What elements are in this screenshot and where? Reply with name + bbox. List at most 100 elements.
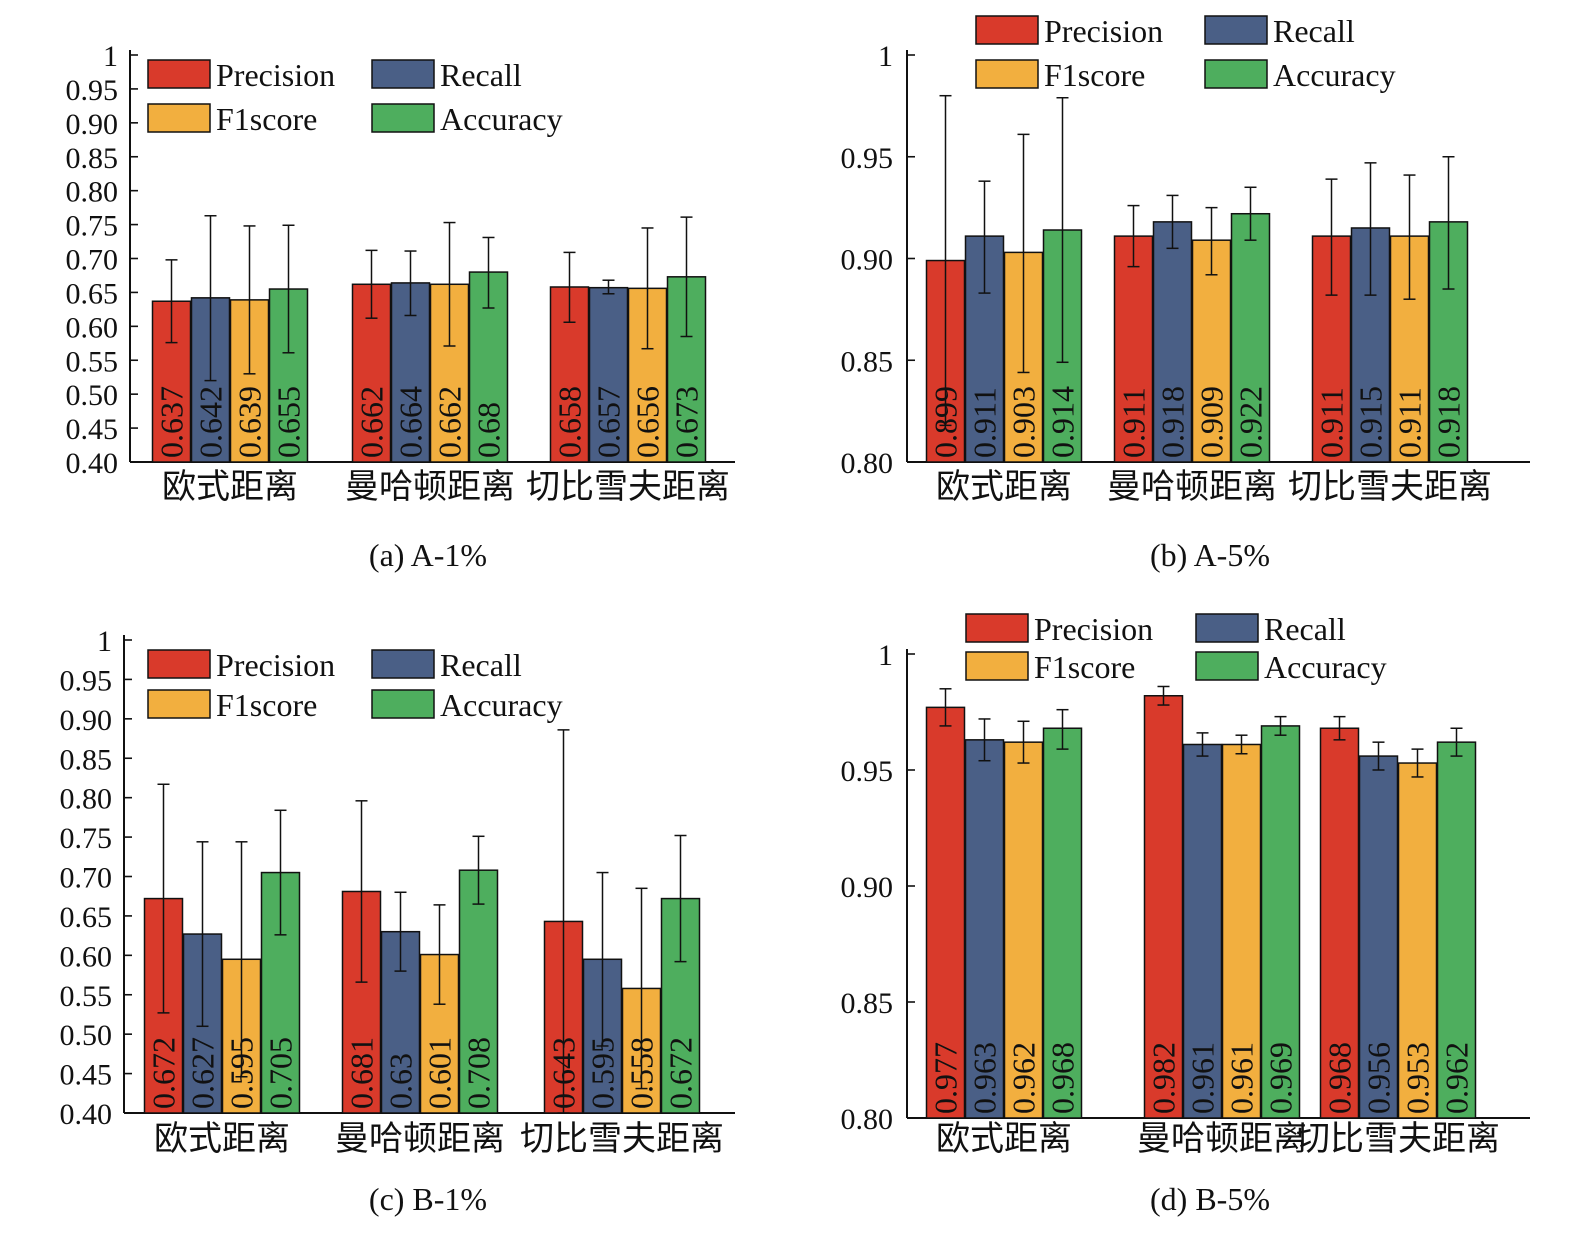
legend-label: Accuracy: [440, 687, 563, 723]
bar-recall: [588, 286, 629, 463]
y-tick-label: 0.75: [66, 210, 119, 243]
legend-label: Recall: [440, 647, 522, 683]
data-label: 0.914: [1045, 386, 1081, 458]
legend-label: Accuracy: [1264, 649, 1387, 685]
data-label: 0.982: [1146, 1042, 1182, 1114]
bar-recall: [1182, 743, 1223, 1119]
data-label: 0.662: [432, 386, 468, 458]
legend-label: Accuracy: [440, 101, 563, 137]
data-label: 0.655: [271, 386, 307, 458]
legend-swatch-recall: [1204, 15, 1268, 45]
y-tick-label: 0.60: [60, 940, 113, 973]
legend-swatch-f1score: [147, 103, 211, 133]
legend-swatch-precision: [147, 59, 211, 89]
data-label: 0.656: [630, 386, 666, 458]
legend-swatch-accuracy: [1195, 651, 1259, 681]
y-tick-label: 0.80: [66, 176, 119, 209]
legend-label: F1score: [216, 101, 317, 137]
legend-swatch-recall: [371, 649, 435, 679]
legend-swatch-recall: [371, 59, 435, 89]
data-label: 0.658: [552, 386, 588, 458]
y-tick-label: 0.80: [60, 783, 113, 816]
y-tick-label: 0.50: [66, 379, 119, 412]
x-tick-label: 曼哈顿距离: [1107, 468, 1277, 506]
data-label: 0.977: [928, 1042, 964, 1114]
y-tick-label: 1: [103, 40, 118, 73]
x-tick-label: 欧式距离: [936, 1120, 1072, 1158]
data-label: 0.909: [1194, 386, 1230, 458]
legend-swatch-f1score: [975, 59, 1039, 89]
legend-swatch-f1score: [147, 689, 211, 719]
x-tick-label: 曼哈顿距离: [1137, 1120, 1307, 1158]
data-label: 0.657: [591, 386, 627, 458]
data-label: 0.911: [967, 387, 1003, 458]
data-label: 0.63: [383, 1053, 419, 1109]
y-tick-label: 0.80: [841, 1103, 894, 1136]
bar-precision: [925, 706, 966, 1119]
data-label: 0.558: [624, 1037, 660, 1109]
legend-swatch-accuracy: [371, 103, 435, 133]
data-label: 0.639: [232, 386, 268, 458]
y-tick-label: 0.90: [841, 244, 894, 277]
y-tick-label: 0.50: [60, 1019, 113, 1052]
legend-swatch-recall: [1195, 613, 1259, 643]
legend-label: Precision: [216, 57, 335, 93]
data-label: 0.637: [154, 386, 190, 458]
data-label: 0.961: [1224, 1042, 1260, 1114]
bar-precision: [1319, 727, 1360, 1119]
data-label: 0.961: [1185, 1042, 1221, 1114]
x-tick-label: 曼哈顿距离: [335, 1120, 505, 1158]
legend-label: F1score: [1044, 57, 1145, 93]
data-label: 0.915: [1353, 386, 1389, 458]
x-tick-label: 欧式距离: [154, 1120, 290, 1158]
x-tick-label: 曼哈顿距离: [345, 468, 515, 506]
data-label: 0.918: [1431, 386, 1467, 458]
data-label: 0.68: [471, 402, 507, 458]
legend-swatch-precision: [147, 649, 211, 679]
x-tick-label: 欧式距离: [936, 468, 1072, 506]
legend-swatch-accuracy: [371, 689, 435, 719]
y-tick-label: 0.90: [66, 108, 119, 141]
y-tick-label: 0.85: [841, 345, 894, 378]
y-tick-label: 0.95: [60, 664, 113, 697]
y-tick-label: 1: [878, 639, 893, 672]
data-label: 0.672: [146, 1037, 182, 1109]
legend-label: Accuracy: [1273, 57, 1396, 93]
chart-panel-a: 0.400.450.500.550.600.650.700.750.800.85…: [66, 40, 735, 573]
y-tick-label: 0.55: [66, 345, 119, 378]
data-label: 0.918: [1155, 386, 1191, 458]
data-label: 0.968: [1322, 1042, 1358, 1114]
legend-label: Precision: [1044, 13, 1163, 49]
data-label: 0.642: [193, 386, 229, 458]
data-label: 0.963: [967, 1042, 1003, 1114]
y-tick-label: 0.75: [60, 822, 113, 855]
y-tick-label: 0.95: [66, 74, 119, 107]
y-tick-label: 0.90: [841, 871, 894, 904]
y-tick-label: 0.70: [60, 862, 113, 895]
data-label: 0.922: [1233, 386, 1269, 458]
bar-recall: [1152, 221, 1193, 463]
bar-accuracy: [1260, 725, 1301, 1119]
y-tick-label: 0.85: [841, 987, 894, 1020]
y-tick-label: 0.85: [60, 743, 113, 776]
y-tick-label: 0.80: [841, 447, 894, 480]
x-tick-label: 切比雪夫距离: [1296, 1120, 1500, 1158]
y-tick-label: 0.55: [60, 980, 113, 1013]
data-label: 0.705: [263, 1037, 299, 1109]
data-label: 0.708: [461, 1037, 497, 1109]
bar-recall: [1358, 755, 1399, 1119]
y-tick-label: 1: [878, 40, 893, 73]
data-label: 0.962: [1439, 1042, 1475, 1114]
y-tick-label: 0.40: [60, 1098, 113, 1131]
legend-swatch-accuracy: [1204, 59, 1268, 89]
bar-precision: [1143, 695, 1184, 1119]
legend-label: Recall: [440, 57, 522, 93]
data-label: 0.969: [1263, 1042, 1299, 1114]
data-label: 0.664: [393, 386, 429, 458]
data-label: 0.662: [354, 386, 390, 458]
data-label: 0.672: [663, 1037, 699, 1109]
legend-label: Precision: [1034, 611, 1153, 647]
y-tick-label: 0.95: [841, 142, 894, 175]
